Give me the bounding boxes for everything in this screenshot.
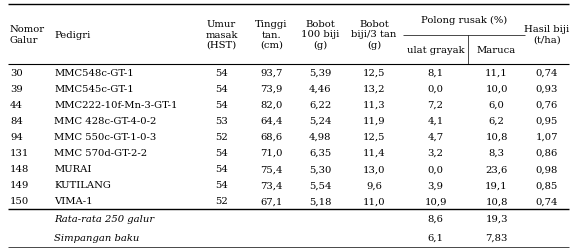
Text: 0,93: 0,93 (536, 84, 558, 93)
Text: 7,83: 7,83 (485, 233, 508, 242)
Text: 131: 131 (10, 148, 29, 158)
Text: MMC222-10f-Mn-3-GT-1: MMC222-10f-Mn-3-GT-1 (54, 100, 178, 109)
Text: 148: 148 (10, 164, 29, 173)
Text: 82,0: 82,0 (260, 100, 283, 109)
Text: 6,2: 6,2 (489, 116, 504, 126)
Text: Rata-rata 250 galur: Rata-rata 250 galur (54, 214, 154, 223)
Text: 4,98: 4,98 (309, 132, 331, 141)
Text: MMC 428c-GT-4-0-2: MMC 428c-GT-4-0-2 (54, 116, 156, 126)
Text: Pedigri: Pedigri (54, 30, 91, 39)
Text: 73,9: 73,9 (260, 84, 283, 93)
Text: 10,9: 10,9 (424, 197, 447, 205)
Text: 12,5: 12,5 (363, 132, 385, 141)
Text: 11,9: 11,9 (363, 116, 385, 126)
Text: Nomor
Galur: Nomor Galur (9, 25, 44, 44)
Text: 10,0: 10,0 (485, 84, 508, 93)
Text: 13,0: 13,0 (363, 164, 385, 173)
Text: 19,3: 19,3 (485, 214, 508, 223)
Text: 11,0: 11,0 (363, 197, 385, 205)
Text: 84: 84 (10, 116, 23, 126)
Text: 5,24: 5,24 (309, 116, 331, 126)
Text: 73,4: 73,4 (260, 180, 283, 190)
Text: 5,30: 5,30 (309, 164, 331, 173)
Text: 54: 54 (215, 164, 228, 173)
Text: MMC548c-GT-1: MMC548c-GT-1 (54, 68, 134, 77)
Text: 8,6: 8,6 (428, 214, 444, 223)
Text: Simpangan baku: Simpangan baku (54, 233, 140, 242)
Text: 54: 54 (215, 180, 228, 190)
Text: 30: 30 (10, 68, 23, 77)
Text: 54: 54 (215, 148, 228, 158)
Text: 6,0: 6,0 (489, 100, 504, 109)
Text: 0,74: 0,74 (536, 68, 559, 77)
Text: ulat grayak: ulat grayak (407, 46, 464, 55)
Text: MMC 570d-GT-2-2: MMC 570d-GT-2-2 (54, 148, 147, 158)
Text: 54: 54 (215, 68, 228, 77)
Text: 11,3: 11,3 (363, 100, 385, 109)
Text: 0,86: 0,86 (536, 148, 558, 158)
Text: 4,1: 4,1 (428, 116, 444, 126)
Text: 68,6: 68,6 (260, 132, 283, 141)
Text: MURAI: MURAI (54, 164, 91, 173)
Text: 64,4: 64,4 (260, 116, 283, 126)
Text: MMC545c-GT-1: MMC545c-GT-1 (54, 84, 134, 93)
Text: 7,2: 7,2 (428, 100, 444, 109)
Text: 0,74: 0,74 (536, 197, 559, 205)
Text: 5,39: 5,39 (309, 68, 331, 77)
Text: 54: 54 (215, 100, 228, 109)
Text: 1,07: 1,07 (536, 132, 559, 141)
Text: 6,1: 6,1 (428, 233, 444, 242)
Text: 52: 52 (215, 197, 228, 205)
Text: 6,22: 6,22 (309, 100, 331, 109)
Text: 13,2: 13,2 (363, 84, 385, 93)
Text: 0,0: 0,0 (428, 84, 444, 93)
Text: 10,8: 10,8 (485, 197, 508, 205)
Text: 67,1: 67,1 (260, 197, 283, 205)
Text: 39: 39 (10, 84, 23, 93)
Text: 44: 44 (10, 100, 23, 109)
Text: 53: 53 (215, 116, 228, 126)
Text: 54: 54 (215, 84, 228, 93)
Text: 0,85: 0,85 (536, 180, 558, 190)
Text: 19,1: 19,1 (485, 180, 508, 190)
Text: Bobot
biji/3 tan
(g): Bobot biji/3 tan (g) (351, 20, 397, 50)
Text: 5,18: 5,18 (309, 197, 331, 205)
Text: 150: 150 (10, 197, 29, 205)
Text: 0,98: 0,98 (536, 164, 558, 173)
Text: 93,7: 93,7 (260, 68, 283, 77)
Text: 0,76: 0,76 (536, 100, 558, 109)
Text: 8,3: 8,3 (489, 148, 504, 158)
Text: 52: 52 (215, 132, 228, 141)
Text: 149: 149 (10, 180, 29, 190)
Text: VIMA-1: VIMA-1 (54, 197, 93, 205)
Text: 6,35: 6,35 (309, 148, 331, 158)
Text: Umur
masak
(HST): Umur masak (HST) (205, 20, 238, 50)
Text: 11,4: 11,4 (362, 148, 385, 158)
Text: 12,5: 12,5 (363, 68, 385, 77)
Text: KUTILANG: KUTILANG (54, 180, 111, 190)
Text: MMC 550c-GT-1-0-3: MMC 550c-GT-1-0-3 (54, 132, 156, 141)
Text: 75,4: 75,4 (260, 164, 283, 173)
Text: 11,1: 11,1 (485, 68, 508, 77)
Text: 4,46: 4,46 (309, 84, 331, 93)
Text: 5,54: 5,54 (309, 180, 331, 190)
Text: 4,7: 4,7 (428, 132, 444, 141)
Text: 3,9: 3,9 (428, 180, 444, 190)
Text: 23,6: 23,6 (485, 164, 508, 173)
Text: 71,0: 71,0 (260, 148, 283, 158)
Text: Polong rusak (%): Polong rusak (%) (421, 16, 507, 25)
Text: Maruca: Maruca (477, 46, 516, 55)
Text: 8,1: 8,1 (428, 68, 444, 77)
Text: Tinggi
tan.
(cm): Tinggi tan. (cm) (255, 20, 288, 50)
Text: 0,0: 0,0 (428, 164, 444, 173)
Text: Bobot
100 biji
(g): Bobot 100 biji (g) (301, 20, 339, 50)
Text: 94: 94 (10, 132, 23, 141)
Text: 3,2: 3,2 (428, 148, 444, 158)
Text: 9,6: 9,6 (366, 180, 382, 190)
Text: Hasil biji
(t/ha): Hasil biji (t/ha) (524, 25, 569, 44)
Text: 0,95: 0,95 (536, 116, 558, 126)
Text: 10,8: 10,8 (485, 132, 508, 141)
